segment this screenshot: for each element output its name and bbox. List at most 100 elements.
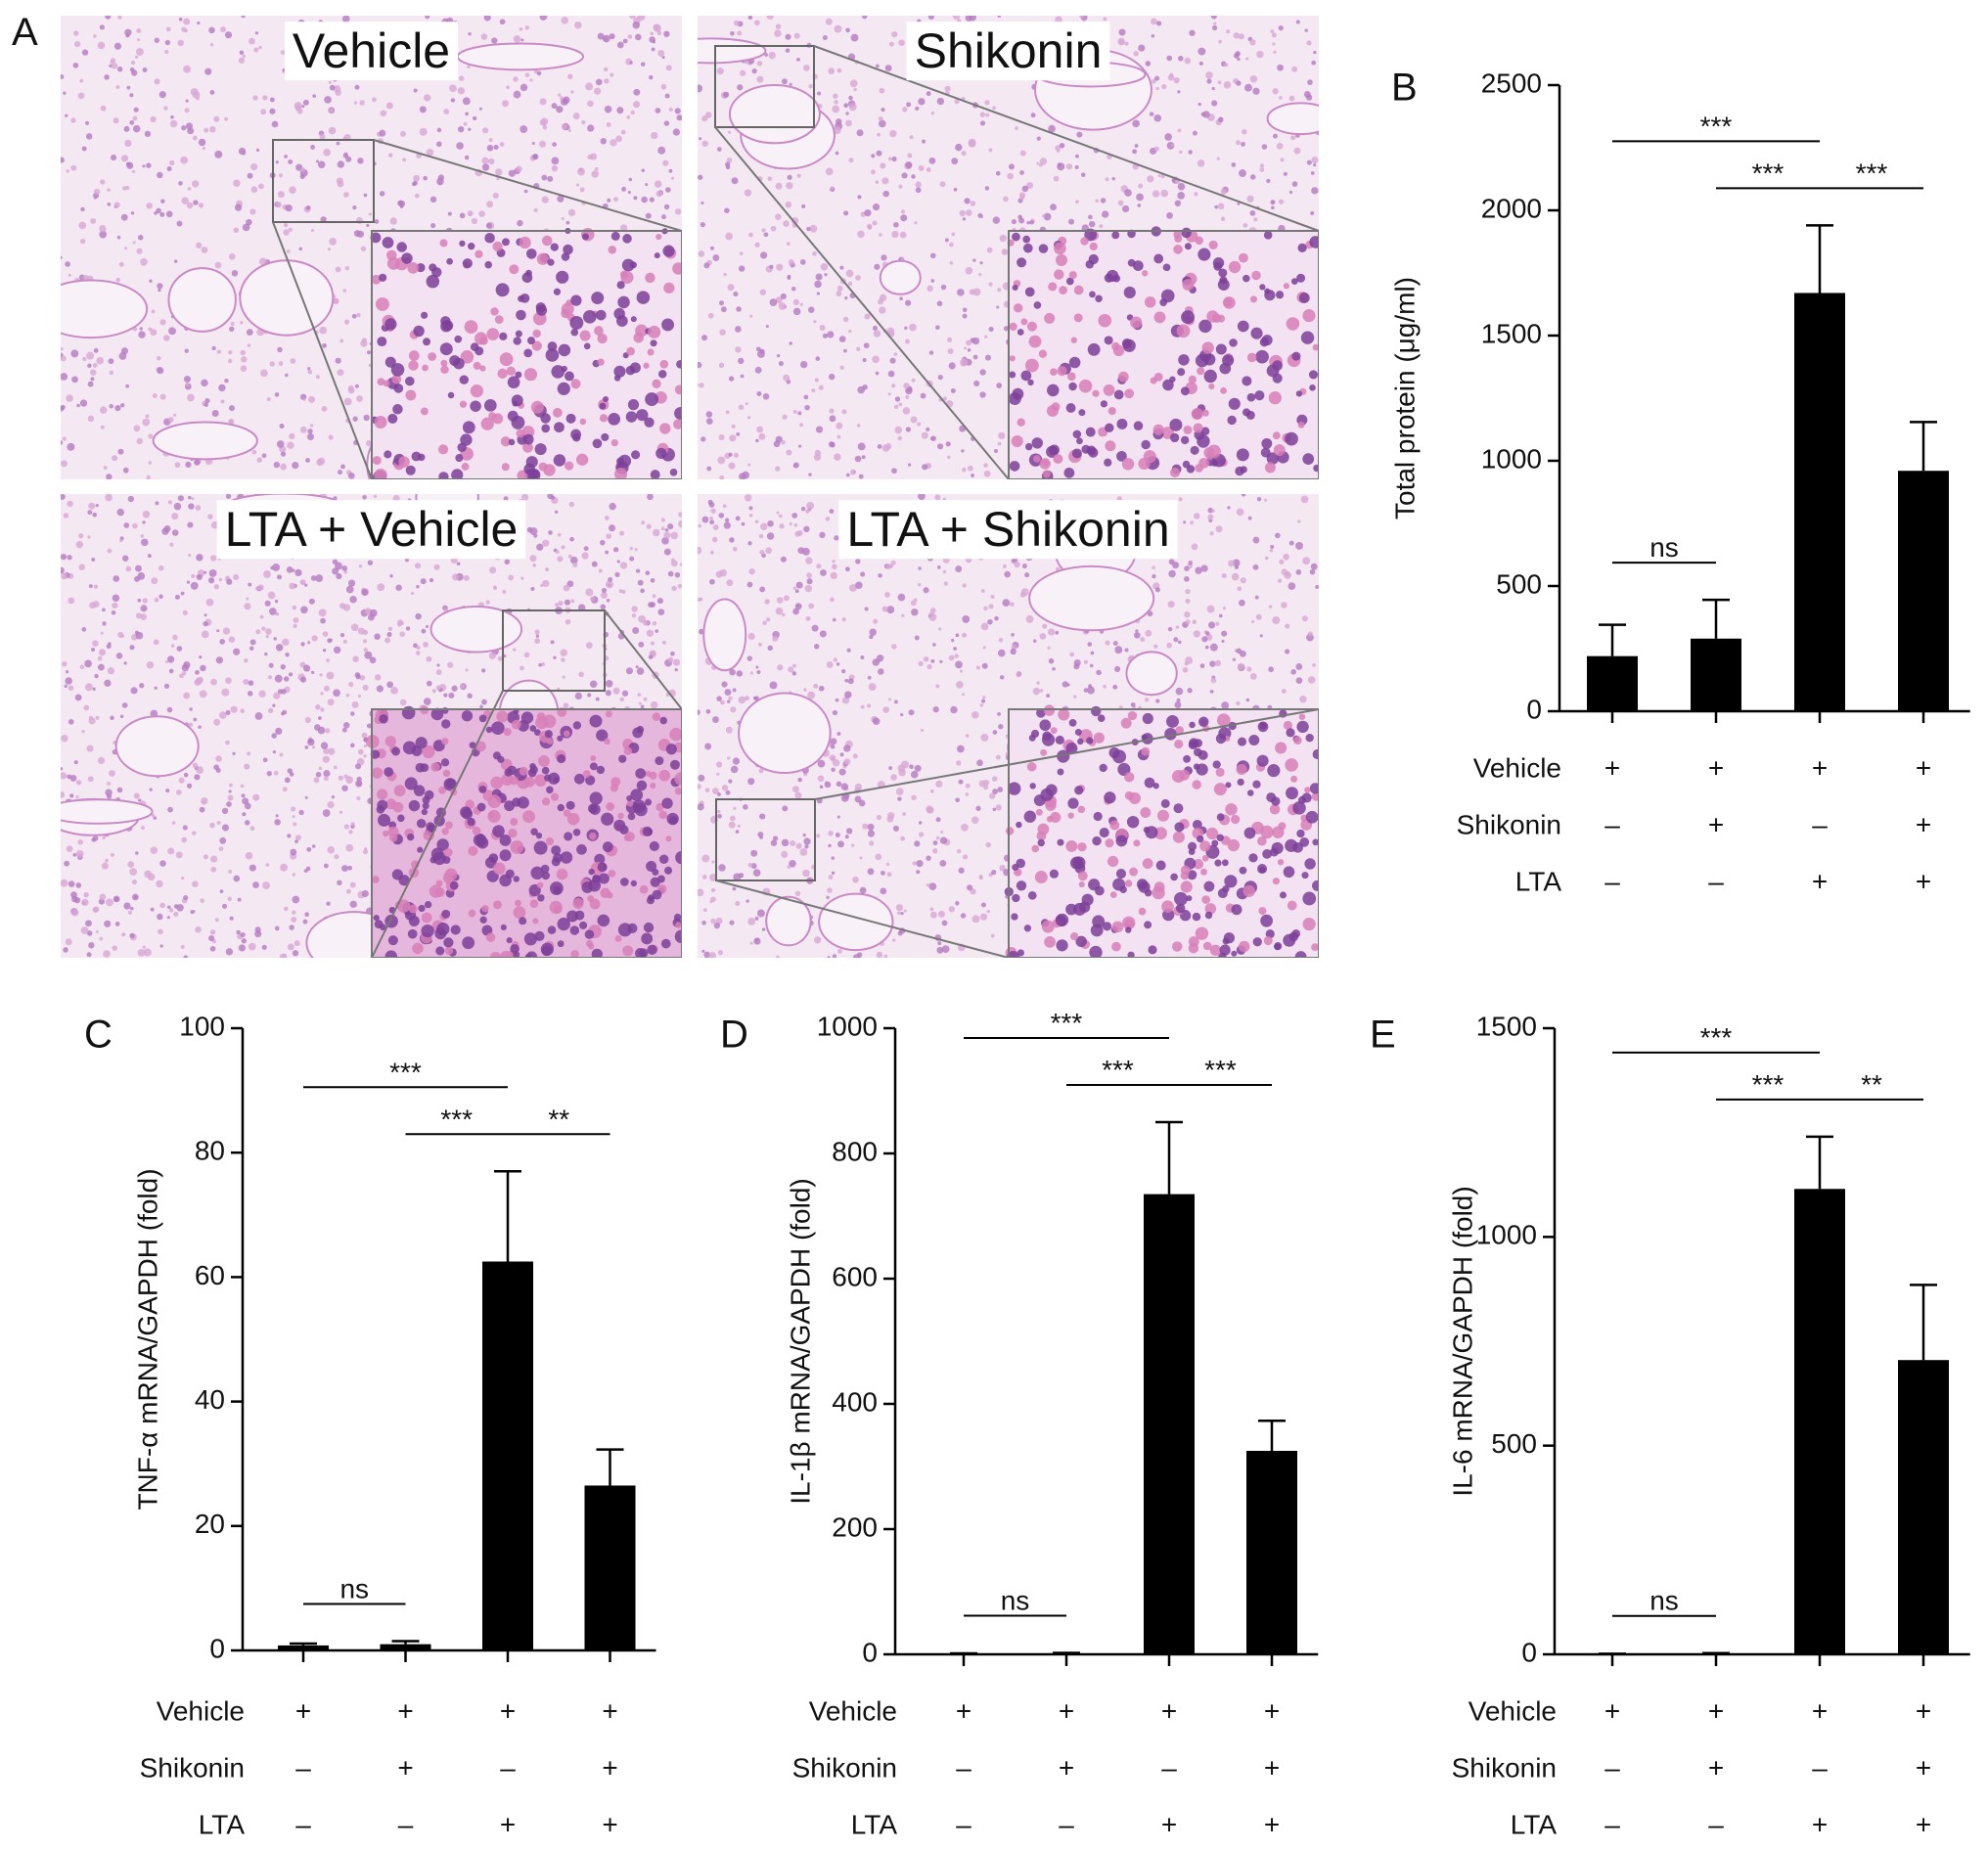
cell [421,628,427,634]
cell [320,617,326,624]
inset-cell [550,243,559,251]
inset-cell [523,368,538,382]
cell [1252,87,1260,95]
cell [776,263,784,271]
cell [118,261,124,267]
cell [167,500,172,505]
cell [61,73,65,79]
cell [520,83,528,92]
cell [520,38,524,42]
cell [619,224,628,232]
cell [881,177,889,185]
cell [651,47,655,52]
cell [637,579,644,586]
cell [283,222,289,228]
inset-cell [484,260,493,269]
cell [184,108,190,113]
inset-cell [546,786,554,794]
inset-cell [1033,301,1042,309]
inset-cell [499,874,512,887]
cell [917,583,922,587]
cell [651,131,658,140]
cell [342,722,350,729]
inset-cell [513,951,520,958]
cell [79,78,84,83]
cell [594,87,602,95]
cell [904,326,908,330]
cell [250,186,258,194]
cell [361,889,369,898]
cell [805,615,811,621]
cell [146,162,152,168]
inset-cell [468,845,478,856]
cell [191,497,195,501]
cell [465,668,469,672]
cell [816,834,821,838]
cell [905,299,912,306]
cell [590,596,596,602]
cell [926,882,930,887]
cell [62,436,68,441]
cell [287,834,292,838]
cell [998,637,1004,643]
cell [891,31,898,38]
inset-cell [576,453,589,466]
cell [157,367,164,375]
cell [604,78,610,84]
cell [719,329,726,336]
cell [104,920,112,927]
inset-cell [1197,248,1211,261]
inset-cell [650,339,657,347]
cell [209,822,215,829]
cell [195,669,200,675]
cell [953,187,958,192]
cell [903,909,907,913]
cell [591,170,599,178]
cell [906,102,912,108]
cell [1177,128,1182,133]
cell [304,912,310,918]
inset-cell [1254,390,1265,401]
cell [910,416,918,424]
cell [293,623,297,628]
cell [848,103,857,112]
cell [891,384,896,388]
inset-cell [1195,353,1209,368]
cell [478,107,482,111]
cell [808,83,813,89]
cell [329,638,333,642]
cell [862,823,869,830]
cell [354,384,359,388]
cell [323,776,329,782]
cell [635,568,641,573]
inset-cell [391,374,402,384]
inset-cell [1068,271,1077,280]
cell [238,147,247,156]
inset-cell [658,810,668,820]
cell [323,770,331,778]
inset-cell [613,365,626,378]
cell [1302,557,1311,565]
cell [240,932,246,938]
cell [561,16,568,24]
cell [280,451,287,457]
inset-cell [387,935,398,946]
cell [130,60,136,66]
cell [248,646,254,651]
cell [560,96,565,101]
cell [326,658,330,662]
cell [922,139,926,144]
cell [726,158,733,163]
cell [245,820,250,826]
cell [1278,24,1284,31]
cell [379,191,385,197]
cell [349,596,357,604]
cell [433,564,440,570]
inset-cell [536,881,544,889]
cell [322,631,329,637]
inset-cell [421,311,429,319]
cell [341,727,347,733]
cell [1076,131,1083,138]
cell [780,556,787,563]
cell [728,130,732,134]
